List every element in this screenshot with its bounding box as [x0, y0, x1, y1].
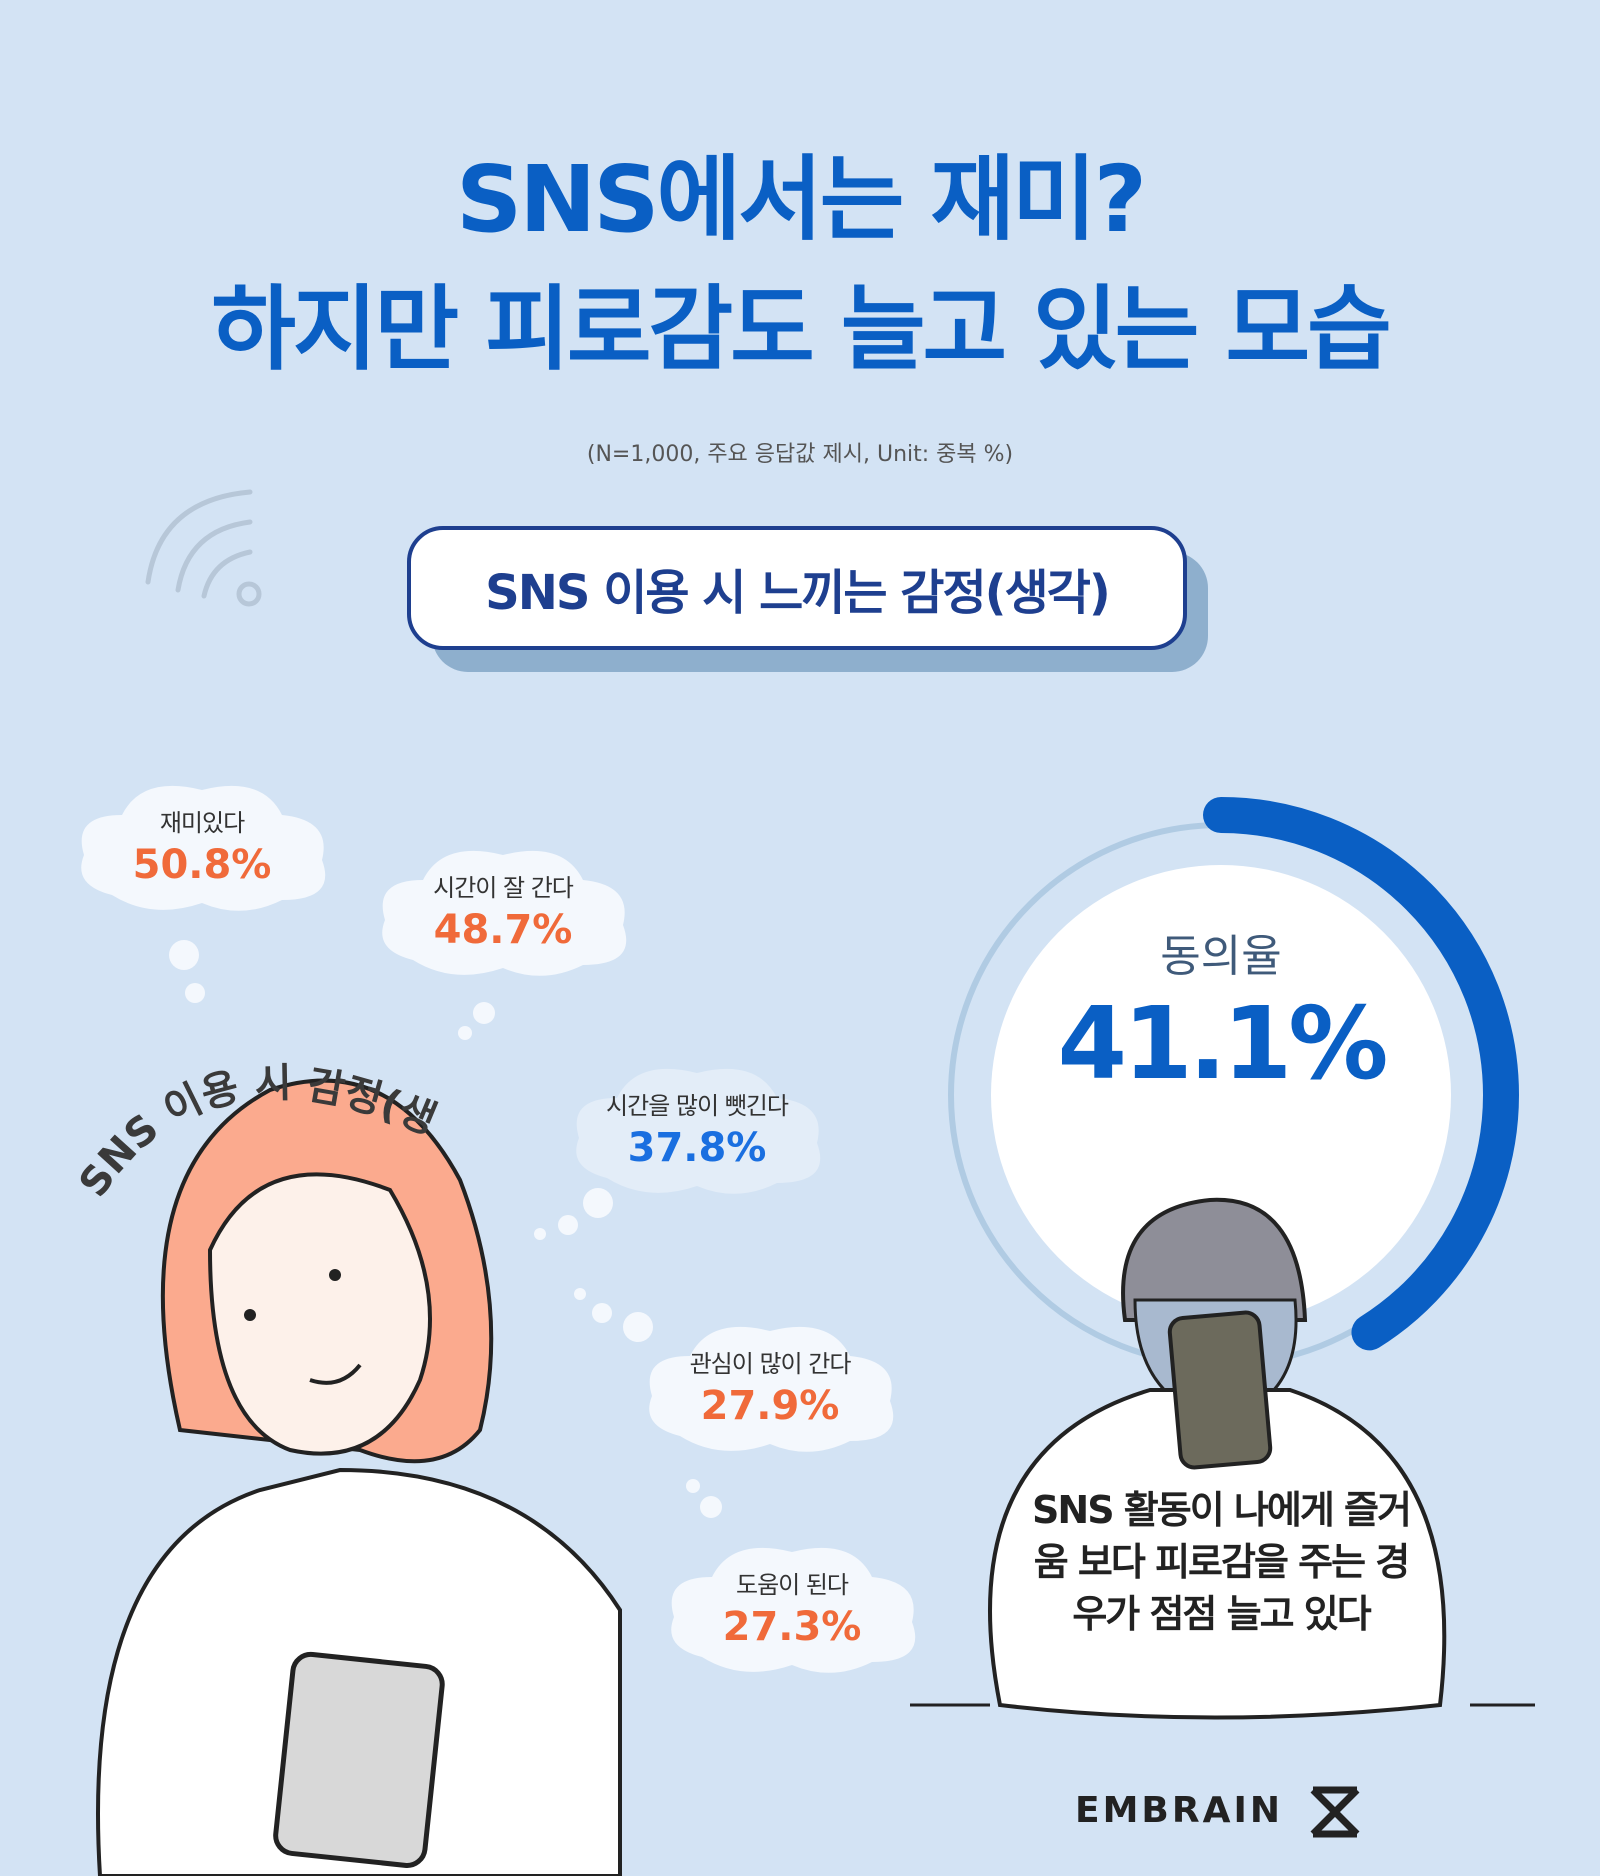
agreement-value: 41.1% — [1057, 985, 1389, 1102]
cloud-item: 시간이 잘 간다 48.7% — [373, 840, 633, 976]
item-label: 도움이 된다 — [735, 1571, 849, 1599]
title-line1: SNS에서는 재미? — [455, 146, 1147, 253]
woman-illustration — [96, 1078, 622, 1876]
agreement-statement: SNS 활동이 나에게 즐거움 보다 피로감을 주는 경우가 점점 늘고 있다 — [1032, 1488, 1412, 1636]
survey-note: (N=1,000, 주요 응답값 제시, Unit: 중복 %) — [586, 442, 1014, 467]
section-title: SNS 이용 시 느끼는 감정(생각) — [485, 565, 1111, 621]
item-label: 시간이 잘 간다 — [433, 874, 574, 902]
cloud-item: 관심이 많이 간다 27.9% — [640, 1316, 900, 1452]
title-line2: 하지만 피로감도 늘고 있는 모습 — [211, 276, 1391, 383]
agreement-label: 동의율 — [1160, 931, 1282, 982]
item-value: 48.7% — [433, 907, 573, 953]
curved-label-text: SNS 이용 시 감정(생각) — [60, 1000, 443, 1205]
item-value: 50.8% — [132, 842, 272, 888]
item-label: 재미있다 — [159, 809, 245, 837]
man-illustration — [910, 1197, 1535, 1720]
signal-icon — [145, 489, 262, 607]
cloud-item: 도움이 된다 27.3% — [662, 1537, 922, 1673]
item-label: 시간을 많이 뺏긴다 — [606, 1092, 789, 1120]
svg-text:SNS 이용 시 감정(생각): SNS 이용 시 감정(생각) — [60, 1000, 443, 1205]
agreement-ring — [923, 797, 1519, 1393]
curved-label: SNS 이용 시 감정(생각) — [60, 1000, 443, 1205]
cloud-item: 재미있다 50.8% — [72, 775, 332, 911]
section-title-button: SNS 이용 시 느끼는 감정(생각) — [407, 526, 1187, 650]
item-label: 관심이 많이 간다 — [689, 1350, 852, 1378]
brand-logo: EMBRAIN — [1075, 1786, 1361, 1838]
cloud-item: 시간을 많이 뺏긴다 37.8% — [567, 1058, 827, 1194]
embrain-logo-icon — [1310, 1786, 1359, 1838]
ring-progress — [923, 797, 1519, 1393]
item-value: 27.3% — [722, 1604, 862, 1650]
ring-inner — [991, 865, 1451, 1325]
item-value: 37.8% — [627, 1125, 767, 1171]
brand-name: EMBRAIN — [1075, 1790, 1283, 1831]
item-value: 27.9% — [700, 1383, 840, 1429]
